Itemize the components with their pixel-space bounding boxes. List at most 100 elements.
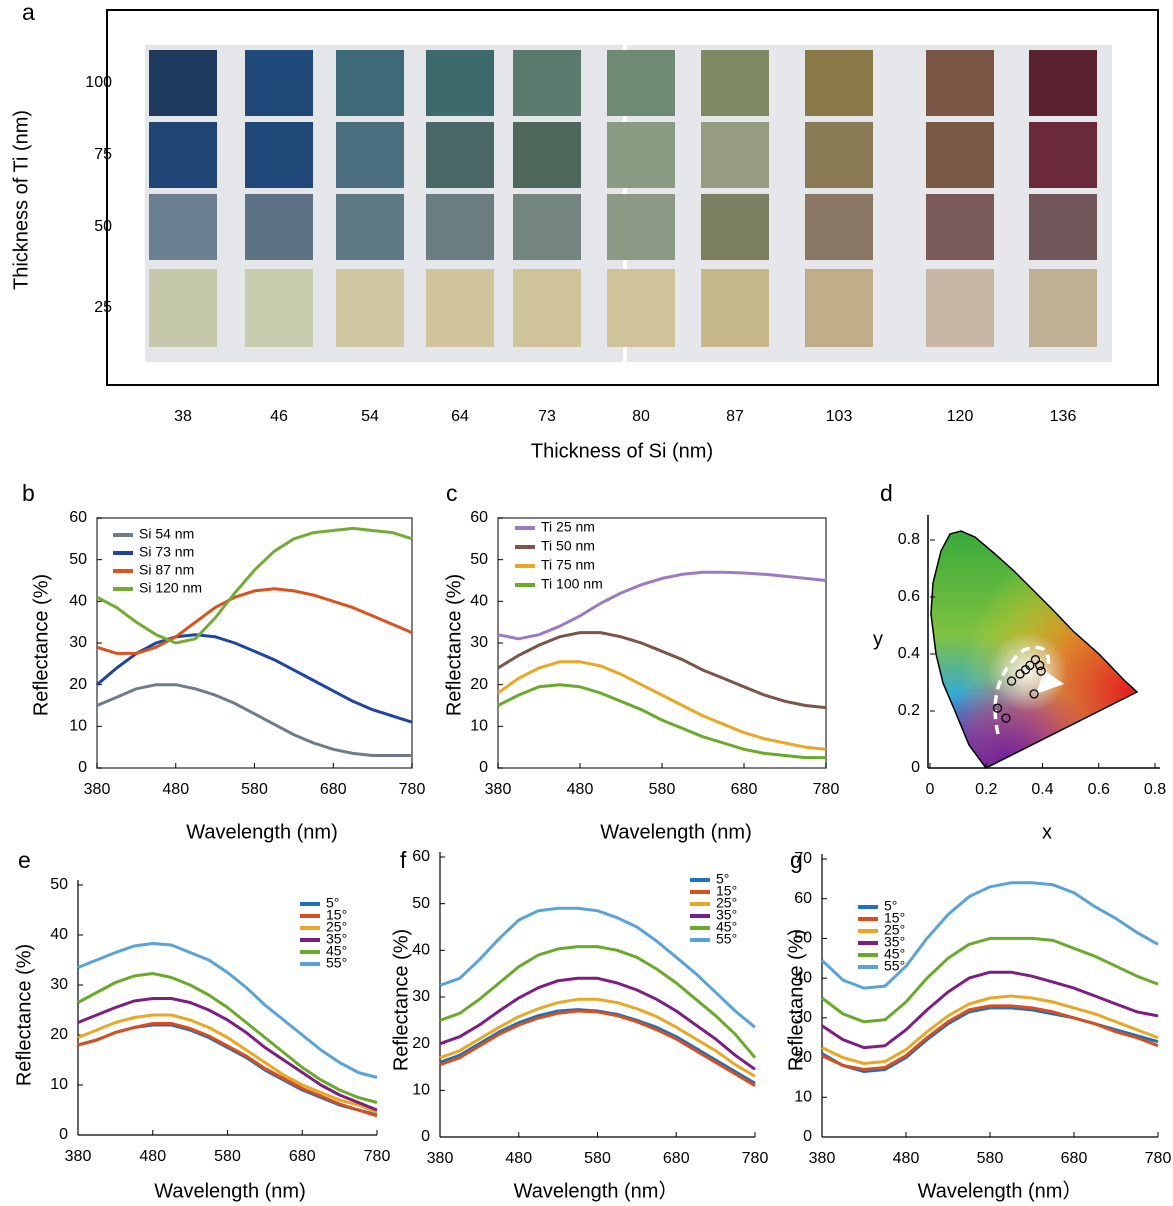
swatch bbox=[701, 50, 769, 116]
x-tick-label: 580 bbox=[241, 781, 268, 798]
y-tick-label: 40 bbox=[50, 926, 68, 943]
y-tick-label: 0 bbox=[78, 759, 87, 776]
y-tick-label: 25 bbox=[94, 299, 112, 316]
y-tick-label: 20 bbox=[794, 1049, 812, 1066]
y-tick-label: 50 bbox=[412, 895, 430, 912]
x-tick-label: 680 bbox=[289, 1148, 316, 1165]
swatch bbox=[701, 194, 769, 260]
y-tick-label: 50 bbox=[94, 218, 112, 235]
x-tick-label: 580 bbox=[649, 781, 676, 798]
panel-label: a bbox=[22, 0, 35, 25]
x-tick-label: 680 bbox=[663, 1150, 690, 1167]
panel-label: d bbox=[880, 480, 893, 506]
panel-label: f bbox=[400, 847, 407, 873]
x-tick-label: 780 bbox=[742, 1150, 769, 1167]
panel-label: c bbox=[446, 480, 458, 506]
y-tick-label: 10 bbox=[50, 1076, 68, 1093]
swatch bbox=[336, 122, 404, 188]
x-tick-label: 46 bbox=[270, 408, 288, 425]
x-axis-label: Wavelength (nm) bbox=[186, 821, 338, 843]
y-tick-label: 30 bbox=[470, 634, 488, 651]
y-tick-label: 0 bbox=[59, 1126, 68, 1143]
y-axis-label: Thickness of Ti (nm) bbox=[10, 110, 32, 290]
y-tick-label: 0 bbox=[803, 1128, 812, 1145]
y-tick-label: 60 bbox=[69, 509, 87, 526]
y-tick-label: 0.6 bbox=[898, 588, 920, 605]
y-tick-label: 75 bbox=[94, 146, 112, 163]
legend-label: Si 87 nm bbox=[139, 562, 194, 578]
x-tick-label: 680 bbox=[320, 781, 347, 798]
y-axis-label: Reflectance (%) bbox=[390, 929, 412, 1071]
y-tick-label: 40 bbox=[794, 969, 812, 986]
y-tick-label: 40 bbox=[412, 942, 430, 959]
swatch bbox=[336, 50, 404, 116]
x-tick-label: 80 bbox=[632, 408, 650, 425]
y-tick-label: 20 bbox=[50, 1026, 68, 1043]
line-series bbox=[440, 1011, 755, 1086]
x-tick-label: 480 bbox=[139, 1148, 166, 1165]
x-tick-label: 780 bbox=[399, 781, 426, 798]
y-tick-label: 60 bbox=[794, 890, 812, 907]
swatch bbox=[426, 269, 494, 347]
x-tick-label: 0.4 bbox=[1031, 781, 1053, 798]
swatch bbox=[513, 122, 581, 188]
x-tick-label: 380 bbox=[485, 781, 512, 798]
y-tick-label: 0 bbox=[421, 1128, 430, 1145]
y-tick-label: 30 bbox=[50, 976, 68, 993]
y-tick-label: 40 bbox=[470, 593, 488, 610]
x-axis-label: Wavelength (nm) bbox=[600, 821, 752, 843]
swatch bbox=[149, 194, 217, 260]
swatch bbox=[245, 269, 313, 347]
y-axis-label: y bbox=[873, 628, 883, 650]
legend-label: 55° bbox=[716, 931, 737, 947]
x-tick-label: 64 bbox=[451, 408, 469, 425]
y-tick-label: 0 bbox=[479, 759, 488, 776]
gamut bbox=[925, 525, 1145, 770]
swatch bbox=[926, 269, 994, 347]
swatch bbox=[1029, 50, 1097, 116]
x-axis-label: Wavelength (nm) bbox=[154, 1180, 306, 1202]
x-axis-label: Wavelength (nm） bbox=[918, 1179, 1083, 1202]
swatch bbox=[607, 269, 675, 347]
swatch bbox=[149, 122, 217, 188]
swatch bbox=[149, 269, 217, 347]
swatch bbox=[513, 269, 581, 347]
x-tick-label: 580 bbox=[977, 1150, 1004, 1167]
swatch bbox=[245, 50, 313, 116]
x-tick-label: 136 bbox=[1050, 408, 1077, 425]
x-tick-label: 780 bbox=[813, 781, 840, 798]
y-tick-label: 30 bbox=[794, 1009, 812, 1026]
swatch bbox=[1029, 122, 1097, 188]
x-tick-label: 103 bbox=[826, 408, 853, 425]
swatch bbox=[805, 269, 873, 347]
line-series bbox=[822, 1006, 1158, 1070]
y-tick-label: 10 bbox=[794, 1089, 812, 1106]
y-tick-label: 100 bbox=[85, 74, 112, 91]
x-tick-label: 0.8 bbox=[1144, 781, 1166, 798]
y-tick-label: 0.4 bbox=[898, 645, 920, 662]
line-series bbox=[97, 685, 412, 756]
legend-label: 55° bbox=[326, 955, 347, 971]
x-tick-label: 380 bbox=[809, 1150, 836, 1167]
y-axis-label: Reflectance (%) bbox=[13, 944, 35, 1086]
x-tick-label: 0 bbox=[926, 781, 935, 798]
y-axis-label: Reflectance (%) bbox=[30, 574, 52, 716]
y-tick-label: 50 bbox=[69, 551, 87, 568]
swatch bbox=[336, 194, 404, 260]
x-axis-label: Thickness of Si (nm) bbox=[531, 440, 713, 462]
legend-label: Si 73 nm bbox=[139, 544, 194, 560]
swatch bbox=[513, 50, 581, 116]
swatch bbox=[805, 122, 873, 188]
swatch bbox=[607, 50, 675, 116]
swatch bbox=[701, 269, 769, 347]
x-axis-label: Wavelength (nm） bbox=[514, 1179, 679, 1202]
x-tick-label: 120 bbox=[947, 408, 974, 425]
y-tick-label: 10 bbox=[470, 718, 488, 735]
x-tick-label: 480 bbox=[162, 781, 189, 798]
panel-label: b bbox=[22, 480, 35, 506]
panel-label: e bbox=[18, 847, 31, 873]
swatch bbox=[607, 122, 675, 188]
y-tick-label: 30 bbox=[69, 634, 87, 651]
x-tick-label: 480 bbox=[567, 781, 594, 798]
swatch bbox=[926, 50, 994, 116]
